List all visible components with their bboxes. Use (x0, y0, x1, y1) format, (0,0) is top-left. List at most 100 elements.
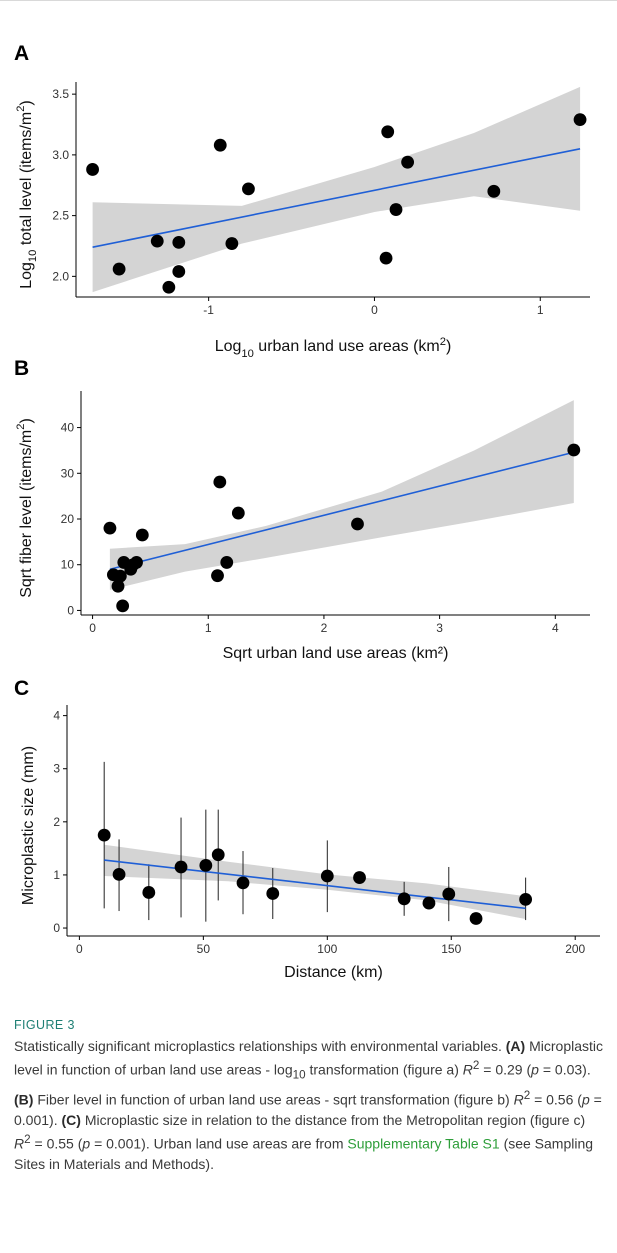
caption-c-text: Microplastic size in relation to the dis… (84, 1112, 586, 1128)
caption-b-text: Fiber level in function of urban land us… (37, 1091, 510, 1108)
x-tick-label: 200 (565, 942, 585, 956)
data-point (351, 517, 364, 531)
y-tick-label: 30 (61, 466, 75, 480)
data-point (211, 848, 225, 862)
y-tick-label: 2 (53, 815, 60, 829)
caption-a-label: (A) (505, 1038, 526, 1054)
caption-b-p: = 0.001). (14, 1091, 602, 1128)
caption-c-label: (C) (61, 1112, 81, 1128)
data-point (401, 155, 415, 169)
data-point (199, 858, 213, 872)
data-point (567, 443, 581, 457)
y-tick-label: 0 (67, 603, 74, 617)
y-tick-label: 0 (53, 921, 60, 935)
x-tick-label: 4 (552, 621, 559, 635)
panel-label-a: A (14, 42, 29, 65)
data-point (142, 886, 156, 899)
y-tick-label: 3.0 (52, 148, 69, 162)
caption-b-label: (B) (14, 1091, 34, 1108)
x-tick-label: 0 (76, 942, 83, 956)
y-axis-title: Sqrt fiber level (items/m2) (15, 418, 35, 598)
data-point (116, 599, 130, 613)
caption-text: Statistically significant microplastics … (14, 1038, 603, 1173)
data-point (397, 892, 411, 906)
y-axis-title: Microplastic size (mm) (20, 746, 37, 905)
caption-a-stat: = 0.29 ( (483, 1061, 532, 1078)
data-point (97, 828, 111, 842)
data-point (519, 892, 533, 906)
panel-label-b: B (14, 357, 29, 380)
y-tick-label: 10 (61, 558, 75, 572)
data-point (135, 528, 149, 542)
confidence-band (104, 844, 526, 919)
data-point (112, 868, 126, 881)
data-point (162, 280, 176, 294)
x-tick-label: 3 (436, 621, 443, 635)
data-point (130, 556, 143, 569)
caption-c-stat: = 0.55 ( (34, 1135, 83, 1152)
data-point (320, 869, 334, 883)
y-tick-label: 1 (53, 868, 60, 882)
x-tick-label: 150 (441, 942, 461, 956)
data-point (469, 912, 483, 925)
data-point (236, 876, 250, 890)
caption-tail: (see Sampling Sites in Materials and Met… (14, 1135, 594, 1173)
data-point (150, 234, 164, 248)
x-axis-title: Log10 urban land use areas (km2) (215, 336, 452, 360)
figure-label: FIGURE 3 (14, 1018, 75, 1032)
y-tick-label: 3 (53, 762, 60, 776)
caption-intro: Statistically significant microplastics … (14, 1038, 502, 1054)
x-tick-label: 0 (371, 303, 378, 317)
top-divider (0, 0, 617, 1)
data-point (213, 475, 227, 489)
x-axis-title: Sqrt urban land use areas (km²) (223, 645, 449, 662)
data-point (573, 113, 587, 127)
confidence-band (92, 86, 581, 293)
regression-line (109, 451, 575, 571)
data-point (266, 887, 280, 900)
panel-label-c: C (14, 677, 29, 700)
data-point (86, 163, 99, 176)
x-axis-title: Distance (km) (284, 964, 383, 981)
data-point (172, 235, 186, 249)
x-tick-label: -1 (203, 303, 214, 317)
data-point (442, 887, 456, 901)
regression-line (104, 859, 526, 910)
data-point (381, 125, 395, 139)
data-point (113, 569, 127, 583)
y-tick-label: 2.0 (52, 269, 69, 283)
data-point (174, 860, 188, 874)
data-point (225, 237, 239, 250)
data-point (112, 262, 126, 276)
caption-a-text2: transformation (figure a) (309, 1061, 459, 1078)
caption-a-p: = 0.03). (542, 1061, 591, 1078)
y-tick-label: 20 (61, 512, 75, 526)
x-tick-label: 100 (317, 942, 337, 956)
data-point (111, 579, 125, 593)
data-point (242, 182, 255, 196)
data-point (487, 184, 501, 198)
data-point (103, 521, 117, 535)
caption-a-sub: 10 (292, 1068, 306, 1082)
data-point (353, 871, 366, 884)
data-point (172, 265, 186, 278)
caption-c-p: = 0.001). Urban land use areas are from (94, 1135, 344, 1152)
data-point (231, 506, 245, 520)
data-point (211, 569, 224, 583)
x-tick-label: 0 (89, 621, 96, 635)
y-tick-label: 2.5 (52, 209, 69, 223)
figure-plots: A -1 0 1 2.0 2.5 3.0 3.5 Log10 urban land use ar… (14, 42, 600, 981)
confidence-band (109, 400, 574, 590)
data-point (422, 896, 436, 910)
figure-caption: FIGURE 3 Statistically significant micro… (14, 1018, 604, 1175)
supplementary-table-link[interactable]: Supplementary Table S1 (347, 1135, 500, 1152)
data-point (213, 138, 227, 152)
y-tick-label: 4 (53, 709, 60, 723)
data-point (389, 203, 403, 216)
x-tick-label: 1 (537, 303, 544, 317)
y-tick-label: 3.5 (52, 87, 69, 101)
data-point (379, 251, 393, 265)
y-tick-label: 40 (61, 421, 75, 435)
x-tick-label: 2 (321, 621, 328, 635)
caption-b-stat: = 0.56 ( (534, 1091, 582, 1108)
